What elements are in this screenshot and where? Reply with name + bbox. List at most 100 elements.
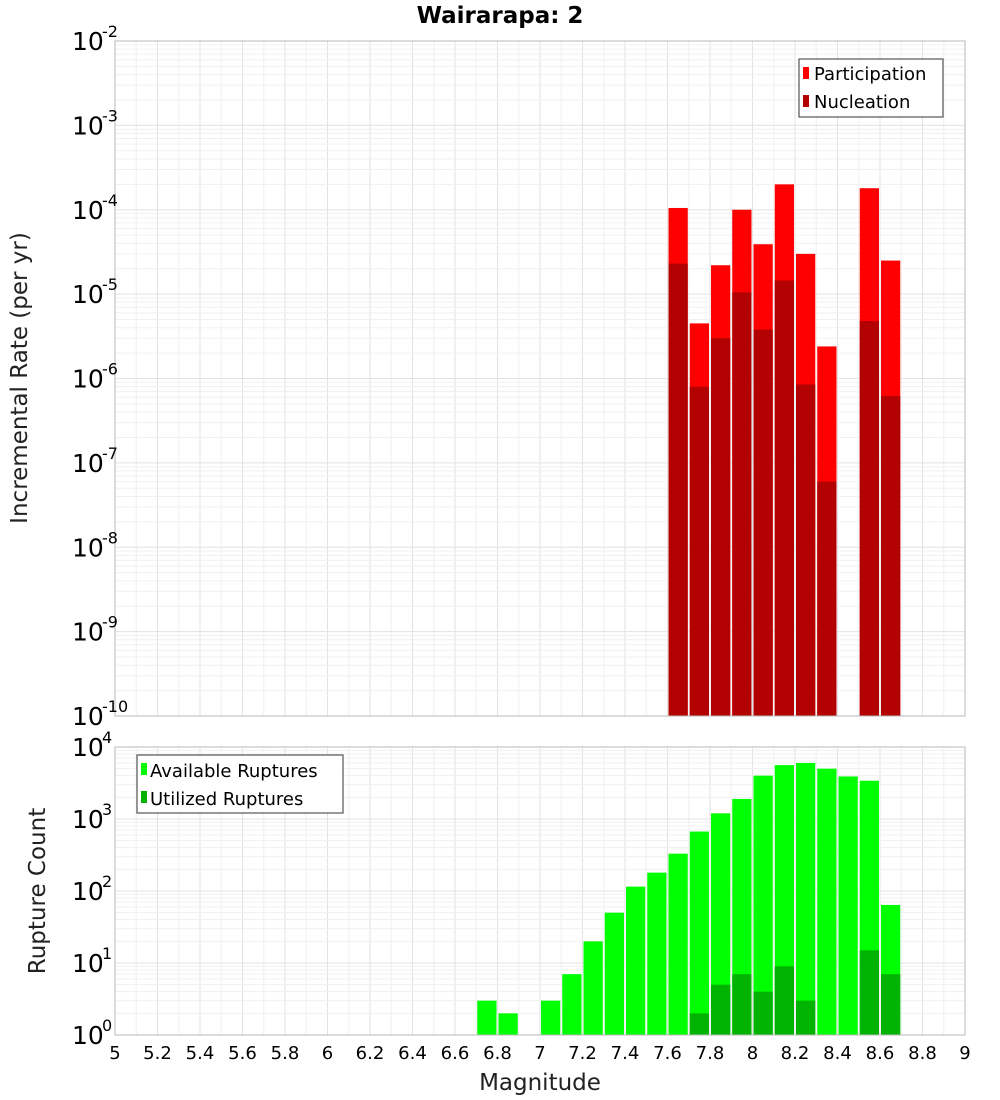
legend-label-participation: Participation — [814, 64, 926, 85]
bar-available-ruptures — [838, 776, 858, 1035]
top-y-tick-exponent: -10 — [102, 697, 128, 716]
top-y-tick-base: 10 — [72, 365, 104, 394]
x-tick-label: 6 — [322, 1043, 333, 1064]
bar-utilized-ruptures — [859, 950, 879, 1035]
x-tick-label: 6.8 — [483, 1043, 512, 1064]
legend-swatch-participation — [803, 67, 809, 79]
bar-available-ruptures — [477, 1000, 497, 1035]
top-y-tick-exponent: -9 — [102, 613, 118, 632]
x-tick-label: 5.4 — [186, 1043, 215, 1064]
bottom-y-tick-base: 10 — [72, 1021, 104, 1050]
top-y-tick-exponent: -4 — [102, 191, 118, 210]
x-tick-label: 8.6 — [866, 1043, 895, 1064]
bar-available-ruptures — [604, 912, 624, 1035]
bar-available-ruptures — [796, 762, 816, 1035]
legend-label-utilized: Utilized Ruptures — [150, 789, 303, 810]
legend-label-available: Available Ruptures — [150, 761, 318, 782]
x-tick-label: 9 — [959, 1043, 970, 1064]
bar-nucleation — [817, 481, 837, 716]
bottom-bars — [477, 762, 901, 1035]
bar-nucleation — [668, 263, 688, 716]
bar-utilized-ruptures — [732, 974, 752, 1035]
legend-swatch-utilized — [141, 791, 147, 803]
top-legend-box — [798, 58, 944, 118]
x-ticks: 5 5.2 5.4 5.6 5.8 6 6.2 6.4 6.6 6.8 7 7.2 7.4 7.6 7.8 8… — [109, 1043, 970, 1064]
top-y-tick-base: 10 — [72, 449, 104, 478]
top-gridlines — [114, 41, 966, 717]
x-tick-label: 5 — [109, 1043, 120, 1064]
top-plot-frame — [114, 40, 966, 717]
bar-nucleation — [796, 384, 816, 716]
x-tick-label: 5.2 — [143, 1043, 172, 1064]
x-tick-label: 5.8 — [271, 1043, 300, 1064]
bar-nucleation — [774, 280, 794, 716]
bar-available-ruptures — [647, 872, 667, 1035]
x-tick-label: 5.6 — [228, 1043, 257, 1064]
legend-label-nucleation: Nucleation — [814, 92, 910, 113]
bottom-y-tick-exponent: 3 — [102, 800, 112, 819]
bar-utilized-ruptures — [711, 984, 731, 1035]
bar-available-ruptures — [668, 853, 688, 1035]
top-y-tick-base: 10 — [72, 27, 104, 56]
x-tick-label: 7.6 — [653, 1043, 682, 1064]
bottom-y-tick-base: 10 — [72, 805, 104, 834]
x-tick-label: 8 — [747, 1043, 758, 1064]
bottom-legend-box — [136, 754, 344, 814]
top-y-tick-base: 10 — [72, 196, 104, 225]
bar-nucleation — [732, 292, 752, 716]
top-y-tick-base: 10 — [72, 280, 104, 309]
top-y-tick-base: 10 — [72, 702, 104, 731]
bar-available-ruptures — [541, 1000, 561, 1035]
bar-available-ruptures — [583, 941, 603, 1035]
bottom-y-tick-base: 10 — [72, 949, 104, 978]
bottom-y-tick-base: 10 — [72, 733, 104, 762]
bottom-legend: Available Ruptures Utilized Ruptures — [136, 754, 344, 814]
bar-utilized-ruptures — [774, 966, 794, 1035]
bar-available-ruptures — [711, 813, 731, 1035]
bar-available-ruptures — [817, 768, 837, 1035]
bar-nucleation — [711, 338, 731, 716]
top-y-tick-exponent: -7 — [102, 444, 118, 463]
x-tick-label: 8.4 — [823, 1043, 852, 1064]
x-tick-label: 7.2 — [568, 1043, 597, 1064]
bar-available-ruptures — [753, 775, 773, 1035]
top-bars — [668, 184, 901, 717]
bar-nucleation — [753, 329, 773, 716]
bottom-y-axis-label: Rupture Count — [25, 808, 51, 974]
bottom-y-tick-exponent: 0 — [102, 1016, 112, 1035]
bottom-y-tick-base: 10 — [72, 877, 104, 906]
chart-title: Wairarapa: 2 — [417, 3, 584, 29]
bar-nucleation — [881, 396, 901, 716]
bar-utilized-ruptures — [753, 991, 773, 1035]
legend-swatch-nucleation — [803, 95, 809, 107]
top-y-tick-exponent: -6 — [102, 360, 118, 379]
top-y-tick-exponent: -8 — [102, 528, 118, 547]
bottom-y-tick-exponent: 1 — [102, 944, 112, 963]
bottom-y-tick-exponent: 2 — [102, 872, 112, 891]
bar-utilized-ruptures — [689, 1013, 709, 1035]
top-y-tick-base: 10 — [72, 618, 104, 647]
top-y-tick-exponent: -5 — [102, 275, 118, 294]
x-tick-label: 7 — [534, 1043, 545, 1064]
top-y-tick-exponent: -3 — [102, 106, 118, 125]
bar-available-ruptures — [626, 886, 646, 1035]
bar-nucleation — [859, 321, 879, 716]
x-axis-label: Magnitude — [479, 1070, 601, 1096]
bottom-plot-frame — [114, 746, 966, 1036]
bar-utilized-ruptures — [796, 1000, 816, 1035]
x-tick-label: 7.8 — [696, 1043, 725, 1064]
x-tick-label: 6.4 — [398, 1043, 427, 1064]
bar-available-ruptures — [498, 1013, 518, 1035]
bar-utilized-ruptures — [881, 974, 901, 1035]
x-tick-label: 8.8 — [908, 1043, 937, 1064]
bar-available-ruptures — [562, 974, 582, 1035]
bar-available-ruptures — [689, 831, 709, 1035]
x-tick-label: 6.6 — [441, 1043, 470, 1064]
legend-swatch-available — [141, 763, 147, 775]
top-y-tick-base: 10 — [72, 111, 104, 140]
bar-nucleation — [689, 386, 709, 716]
top-y-axis-label: Incremental Rate (per yr) — [7, 232, 33, 524]
